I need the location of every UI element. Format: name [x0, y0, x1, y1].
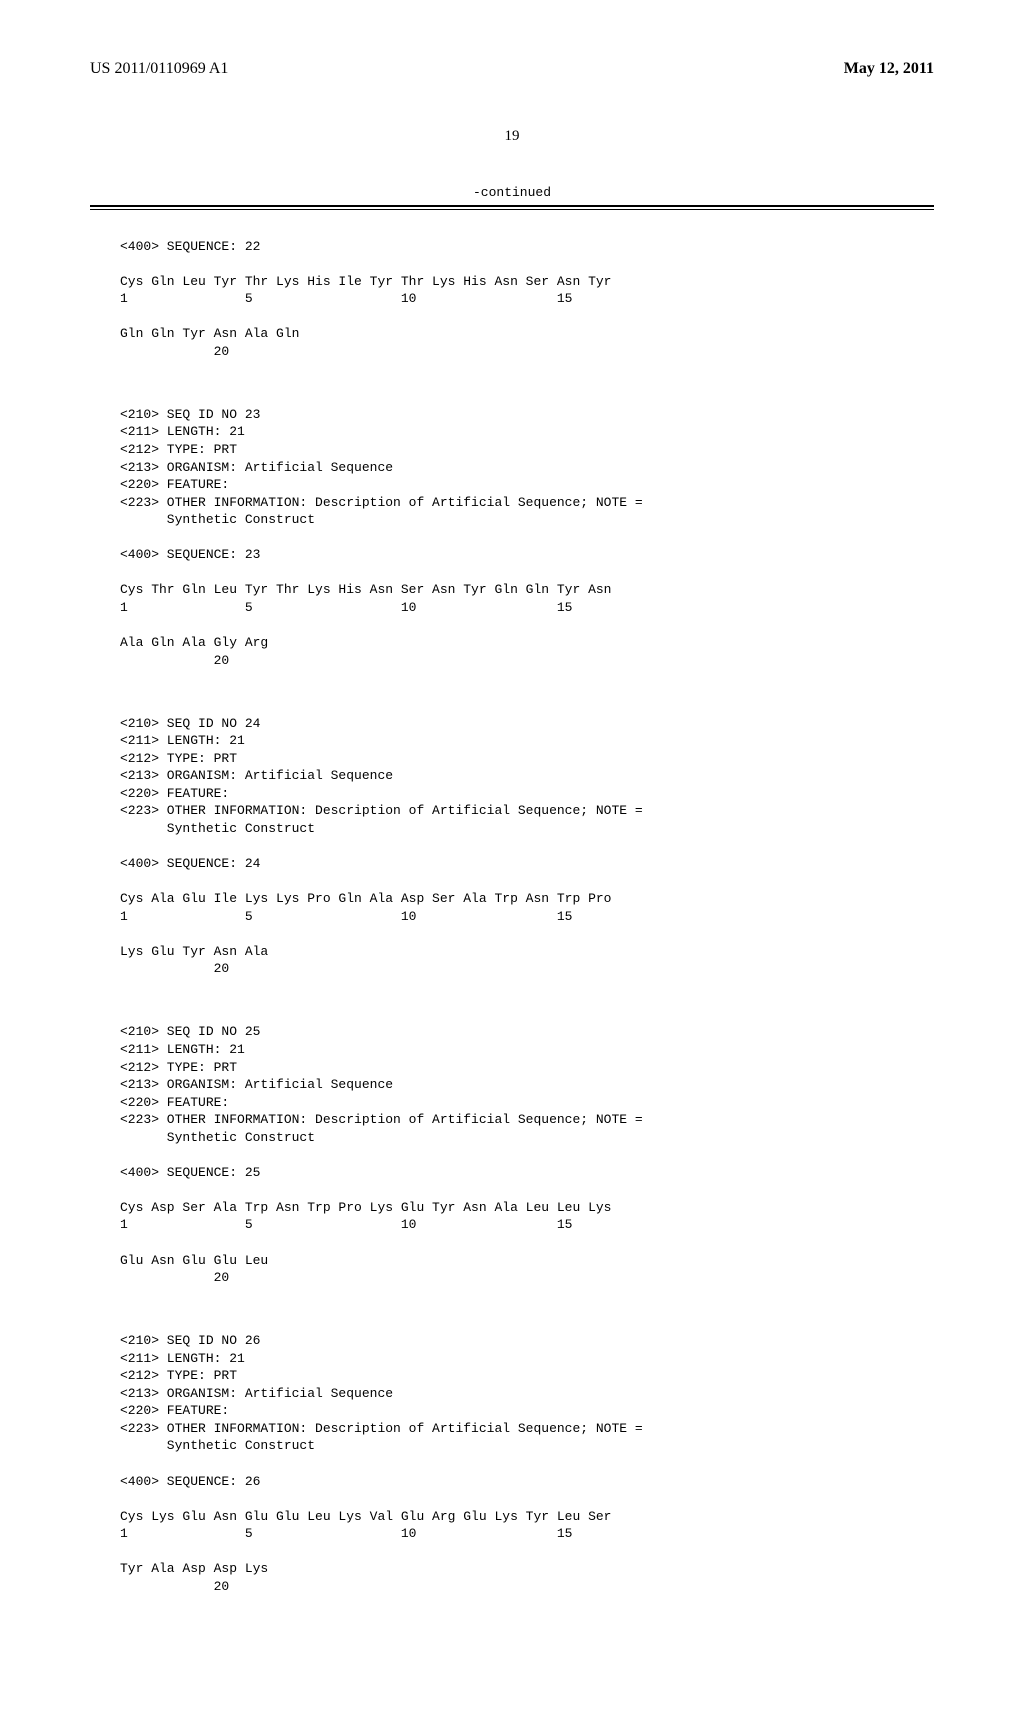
- seq-residues-line2: Gln Gln Tyr Asn Ala Gln: [120, 326, 299, 341]
- seq-label: <400> SEQUENCE: 26: [120, 1474, 260, 1489]
- seq-residues-line1: Cys Asp Ser Ala Trp Asn Trp Pro Lys Glu …: [120, 1200, 611, 1215]
- meta-line: Synthetic Construct: [120, 1130, 315, 1145]
- seq-block-23: <210> SEQ ID NO 23 <211> LENGTH: 21 <212…: [120, 406, 934, 669]
- meta-line: <210> SEQ ID NO 23: [120, 407, 260, 422]
- seq-residues-line1: Cys Lys Glu Asn Glu Glu Leu Lys Val Glu …: [120, 1509, 611, 1524]
- meta-line: <211> LENGTH: 21: [120, 424, 245, 439]
- seq-block-24: <210> SEQ ID NO 24 <211> LENGTH: 21 <212…: [120, 715, 934, 978]
- seq-residues-line1: Cys Ala Glu Ile Lys Lys Pro Gln Ala Asp …: [120, 891, 611, 906]
- meta-line: <223> OTHER INFORMATION: Description of …: [120, 803, 643, 818]
- publication-date: May 12, 2011: [844, 60, 934, 78]
- page-header: US 2011/0110969 A1 May 12, 2011: [90, 60, 934, 78]
- meta-line: <210> SEQ ID NO 24: [120, 716, 260, 731]
- seq-residues-line2: Ala Gln Ala Gly Arg: [120, 635, 268, 650]
- meta-line: <213> ORGANISM: Artificial Sequence: [120, 768, 393, 783]
- meta-line: <212> TYPE: PRT: [120, 442, 237, 457]
- meta-line: <212> TYPE: PRT: [120, 1368, 237, 1383]
- seq-positions-line2: 20: [120, 1270, 229, 1285]
- meta-line: Synthetic Construct: [120, 1438, 315, 1453]
- seq-positions-line2: 20: [120, 1579, 229, 1594]
- seq-block-26: <210> SEQ ID NO 26 <211> LENGTH: 21 <212…: [120, 1332, 934, 1595]
- seq-positions-line2: 20: [120, 344, 229, 359]
- meta-line: Synthetic Construct: [120, 512, 315, 527]
- seq-positions-line2: 20: [120, 961, 229, 976]
- page-number: 19: [90, 128, 934, 145]
- sequence-listing: <400> SEQUENCE: 22 Cys Gln Leu Tyr Thr L…: [120, 220, 934, 1658]
- seq-residues-line2: Lys Glu Tyr Asn Ala: [120, 944, 268, 959]
- meta-line: <220> FEATURE:: [120, 786, 229, 801]
- meta-line: <211> LENGTH: 21: [120, 1351, 245, 1366]
- seq-positions-line2: 20: [120, 653, 229, 668]
- publication-number: US 2011/0110969 A1: [90, 60, 228, 78]
- seq-positions-line1: 1 5 10 15: [120, 1526, 572, 1541]
- seq-positions-line1: 1 5 10 15: [120, 291, 572, 306]
- meta-line: <213> ORGANISM: Artificial Sequence: [120, 1077, 393, 1092]
- divider-thin: [90, 209, 934, 210]
- meta-line: <211> LENGTH: 21: [120, 733, 245, 748]
- seq-positions-line1: 1 5 10 15: [120, 600, 572, 615]
- seq-label: <400> SEQUENCE: 24: [120, 856, 260, 871]
- meta-line: <220> FEATURE:: [120, 1095, 229, 1110]
- meta-line: <210> SEQ ID NO 25: [120, 1024, 260, 1039]
- meta-line: <223> OTHER INFORMATION: Description of …: [120, 1421, 643, 1436]
- seq-residues-line1: Cys Gln Leu Tyr Thr Lys His Ile Tyr Thr …: [120, 274, 611, 289]
- meta-line: <223> OTHER INFORMATION: Description of …: [120, 495, 643, 510]
- seq-label: <400> SEQUENCE: 23: [120, 547, 260, 562]
- meta-line: <212> TYPE: PRT: [120, 751, 237, 766]
- seq-block-25: <210> SEQ ID NO 25 <211> LENGTH: 21 <212…: [120, 1023, 934, 1286]
- meta-line: <213> ORGANISM: Artificial Sequence: [120, 460, 393, 475]
- divider-top: [90, 205, 934, 207]
- meta-line: Synthetic Construct: [120, 821, 315, 836]
- seq-residues-line2: Tyr Ala Asp Asp Lys: [120, 1561, 268, 1576]
- meta-line: <223> OTHER INFORMATION: Description of …: [120, 1112, 643, 1127]
- meta-line: <211> LENGTH: 21: [120, 1042, 245, 1057]
- meta-line: <220> FEATURE:: [120, 1403, 229, 1418]
- seq-label: <400> SEQUENCE: 22: [120, 239, 260, 254]
- continued-label: -continued: [90, 185, 934, 200]
- seq-positions-line1: 1 5 10 15: [120, 1217, 572, 1232]
- meta-line: <212> TYPE: PRT: [120, 1060, 237, 1075]
- page-container: US 2011/0110969 A1 May 12, 2011 19 -cont…: [0, 0, 1024, 1718]
- seq-residues-line1: Cys Thr Gln Leu Tyr Thr Lys His Asn Ser …: [120, 582, 611, 597]
- meta-line: <210> SEQ ID NO 26: [120, 1333, 260, 1348]
- seq-block-22: <400> SEQUENCE: 22 Cys Gln Leu Tyr Thr L…: [120, 238, 934, 361]
- seq-positions-line1: 1 5 10 15: [120, 909, 572, 924]
- meta-line: <220> FEATURE:: [120, 477, 229, 492]
- meta-line: <213> ORGANISM: Artificial Sequence: [120, 1386, 393, 1401]
- seq-residues-line2: Glu Asn Glu Glu Leu: [120, 1253, 268, 1268]
- seq-label: <400> SEQUENCE: 25: [120, 1165, 260, 1180]
